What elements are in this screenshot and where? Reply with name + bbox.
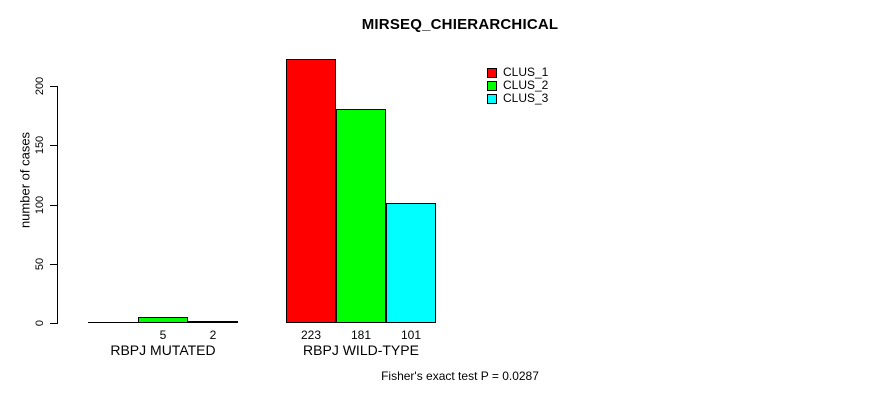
y-tick-mark xyxy=(50,323,57,324)
legend-label: CLUS_2 xyxy=(503,78,549,92)
legend-item: CLUS_3 xyxy=(487,92,548,105)
bar xyxy=(386,203,436,323)
bar xyxy=(188,321,238,323)
bar xyxy=(286,59,336,323)
bar-value-label: 181 xyxy=(350,328,372,342)
stat-annotation: Fisher's exact test P = 0.0287 xyxy=(381,369,539,383)
bar-value-label: 223 xyxy=(300,328,322,342)
y-tick-mark xyxy=(50,264,57,265)
legend-swatch xyxy=(487,80,497,91)
category-label: RBPJ MUTATED xyxy=(110,342,216,358)
bar xyxy=(88,322,138,323)
y-tick-label: 200 xyxy=(34,76,46,96)
legend-label: CLUS_3 xyxy=(503,91,549,105)
legend-swatch xyxy=(487,67,497,78)
bar xyxy=(336,109,386,323)
chart-title: MIRSEQ_CHIERARCHICAL xyxy=(361,16,559,33)
bar xyxy=(138,317,188,323)
y-tick-label: 0 xyxy=(34,319,46,327)
y-axis-title: number of cases xyxy=(17,131,33,229)
bar-value-label: 101 xyxy=(400,328,422,342)
bar-value-label: 2 xyxy=(209,328,217,342)
bar-value-label: 5 xyxy=(159,328,167,342)
y-axis-line xyxy=(57,86,58,324)
y-tick-mark xyxy=(50,86,57,87)
y-tick-label: 150 xyxy=(34,135,46,155)
legend-item: CLUS_1 xyxy=(487,66,548,79)
y-tick-label: 50 xyxy=(34,257,46,271)
legend-label: CLUS_1 xyxy=(503,65,549,79)
y-tick-label: 100 xyxy=(34,195,46,215)
legend-swatch xyxy=(487,93,497,104)
legend-item: CLUS_2 xyxy=(487,79,548,92)
y-tick-mark xyxy=(50,205,57,206)
category-label: RBPJ WILD-TYPE xyxy=(303,342,419,358)
y-tick-mark xyxy=(50,145,57,146)
legend: CLUS_1 CLUS_2 CLUS_3 xyxy=(487,66,548,105)
